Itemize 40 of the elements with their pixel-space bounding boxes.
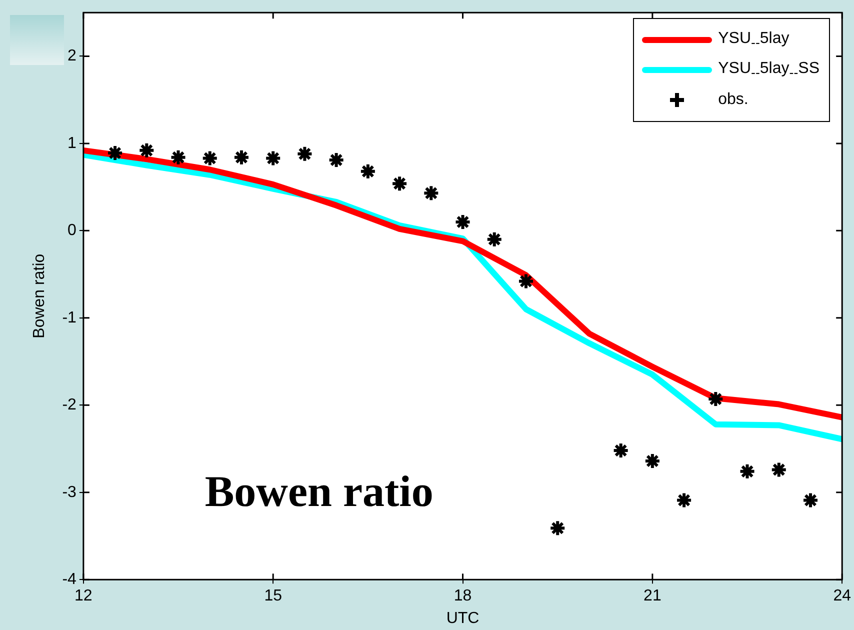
x-tick-label: 12 — [74, 588, 92, 605]
point — [486, 230, 503, 248]
y-tick-label: 2 — [68, 48, 77, 65]
point — [676, 492, 693, 509]
point — [264, 150, 282, 167]
y-tick-label: -2 — [62, 396, 77, 414]
y-tick-label: -4 — [62, 571, 77, 588]
legend-label: YSU$_{--}$5lay — [718, 30, 790, 50]
point — [770, 461, 788, 478]
x-axis-title: UTC — [446, 610, 480, 627]
legend-label: obs. — [718, 90, 748, 109]
point — [644, 452, 661, 470]
point — [296, 145, 314, 162]
point — [201, 150, 218, 167]
point — [422, 184, 440, 202]
point — [802, 492, 819, 509]
point — [612, 442, 630, 459]
point — [328, 152, 345, 169]
y-tick-label: -3 — [62, 484, 77, 501]
annotation: Bowen ratio — [204, 466, 434, 516]
point — [517, 272, 534, 290]
point — [549, 520, 566, 537]
x-tick-label: 15 — [264, 588, 282, 605]
x-tick-label: 18 — [454, 588, 472, 605]
y-tick-label: 0 — [68, 222, 77, 240]
y-tick-label: -1 — [62, 309, 77, 326]
point — [454, 213, 472, 230]
point — [232, 148, 250, 166]
point — [106, 144, 124, 162]
y-tick-label: 1 — [68, 134, 77, 152]
x-tick-label: 24 — [833, 588, 852, 605]
y-axis-title: Bowen ratio — [31, 254, 48, 338]
point — [170, 148, 187, 166]
x-tick-label: 21 — [644, 588, 662, 605]
point — [359, 162, 376, 180]
point — [138, 142, 156, 159]
point — [391, 175, 408, 192]
point — [707, 390, 724, 408]
legend-label: YSU$_{--}$5lay$_{--}$SS — [718, 60, 820, 80]
point — [738, 462, 756, 480]
